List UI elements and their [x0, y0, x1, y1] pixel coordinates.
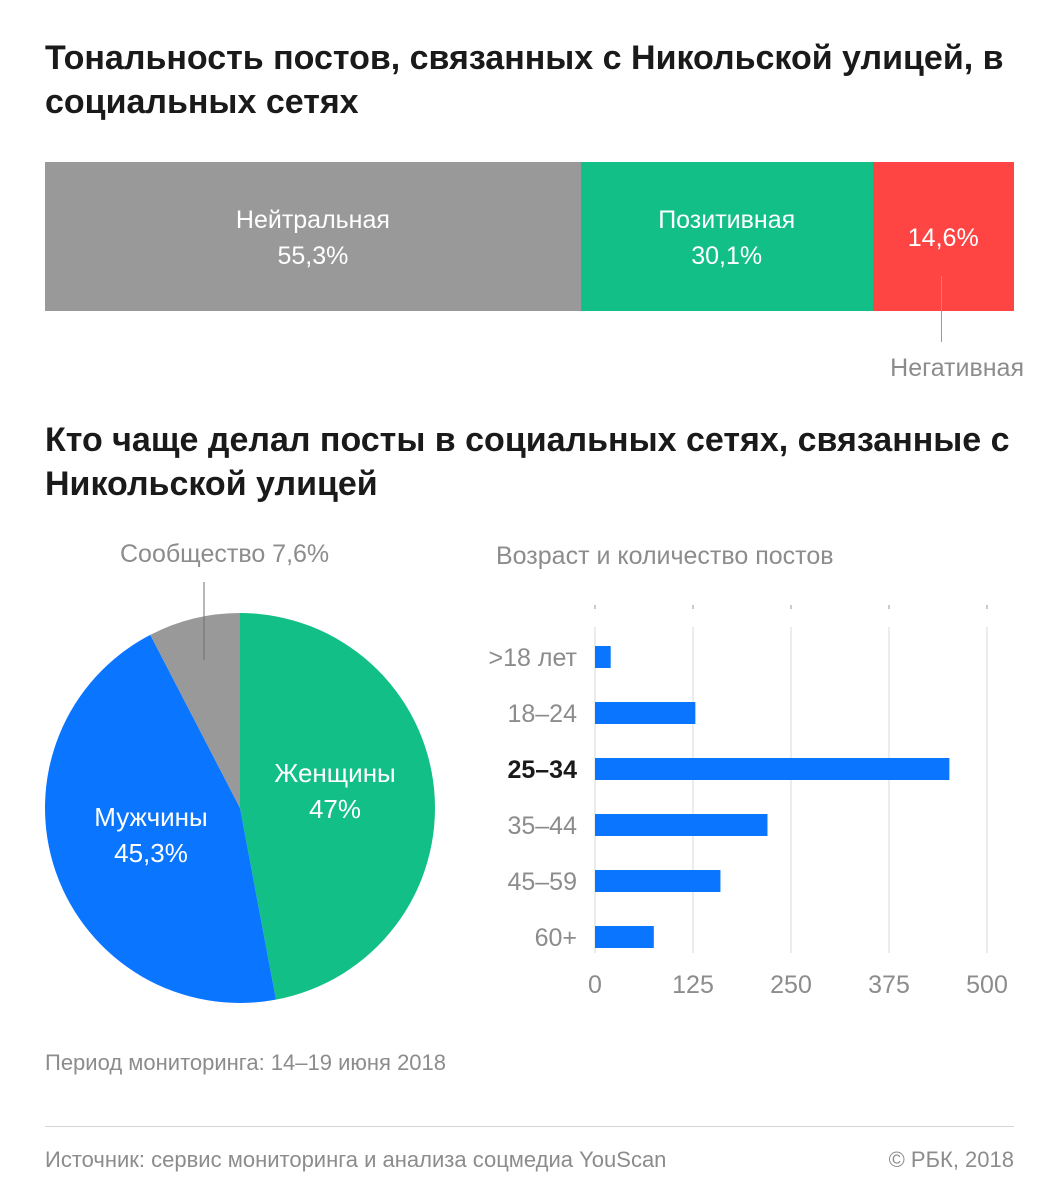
chart-title-tonality: Тональность постов, связанных с Никольск… [45, 39, 1004, 121]
y-tick-label: 60+ [535, 924, 577, 952]
x-tick-label: 375 [868, 971, 910, 999]
tonality-stacked-bar: Нейтральная 55,3% Позитивная 30,1% 14,6% [45, 162, 1014, 311]
pie-slice-community [150, 613, 240, 808]
segment-value-neutral: 55,3% [277, 242, 349, 270]
gender-pie-chart: Женщины 47% Мужчины 45,3% [44, 582, 435, 1003]
age-bar-chart: 0 125 250 375 500 >18 лет 18–24 25–34 35–44 45–59… [489, 605, 1008, 999]
age-bar [595, 814, 768, 836]
segment-label-positive: Позитивная [658, 206, 796, 234]
segment-value-negative: 14,6% [907, 224, 979, 252]
x-tick-label: 250 [770, 971, 812, 999]
bar-segment-neutral: Нейтральная 55,3% [45, 162, 581, 311]
age-chart-title: Возраст и количество постов [496, 542, 834, 570]
monitoring-period-note: Период мониторинга: 14–19 июня 2018 [45, 1050, 447, 1075]
bar-segment-negative: 14,6% [872, 162, 1014, 311]
age-bar [595, 870, 721, 892]
x-tick-label: 0 [588, 971, 602, 999]
pie-label-community: Сообщество 7,6% [120, 540, 330, 568]
y-tick-label: 18–24 [507, 700, 577, 728]
y-tick-label: 25–34 [507, 756, 577, 784]
x-tick-label: 125 [672, 971, 714, 999]
pie-label-men-value: 45,3% [114, 838, 188, 868]
age-bar [595, 926, 654, 948]
segment-label-negative: Негативная [890, 354, 1024, 382]
x-tick-label: 500 [966, 971, 1008, 999]
age-bar [595, 758, 950, 780]
copyright-note: © РБК, 2018 [888, 1147, 1014, 1172]
pie-slice-men [44, 634, 276, 1003]
chart-title-authors: Кто чаще делал посты в социальных сетях,… [45, 421, 1010, 503]
negative-leader-line [941, 276, 942, 342]
age-bar [595, 646, 611, 668]
pie-label-men-name: Мужчины [94, 802, 207, 832]
pie-label-women-name: Женщины [274, 758, 395, 788]
y-tick-label: 45–59 [507, 868, 577, 896]
y-tick-label: 35–44 [507, 812, 577, 840]
pie-slice-women [240, 613, 435, 1000]
segment-value-positive: 30,1% [691, 242, 763, 270]
segment-label-neutral: Нейтральная [235, 206, 390, 234]
footer-divider [45, 1126, 1014, 1127]
bar-segment-positive: Позитивная 30,1% [580, 162, 873, 311]
source-note: Источник: сервис мониторинга и анализа с… [45, 1147, 667, 1172]
y-tick-label: >18 лет [489, 644, 578, 672]
age-bar [595, 702, 696, 724]
pie-label-women-value: 47% [309, 794, 361, 824]
